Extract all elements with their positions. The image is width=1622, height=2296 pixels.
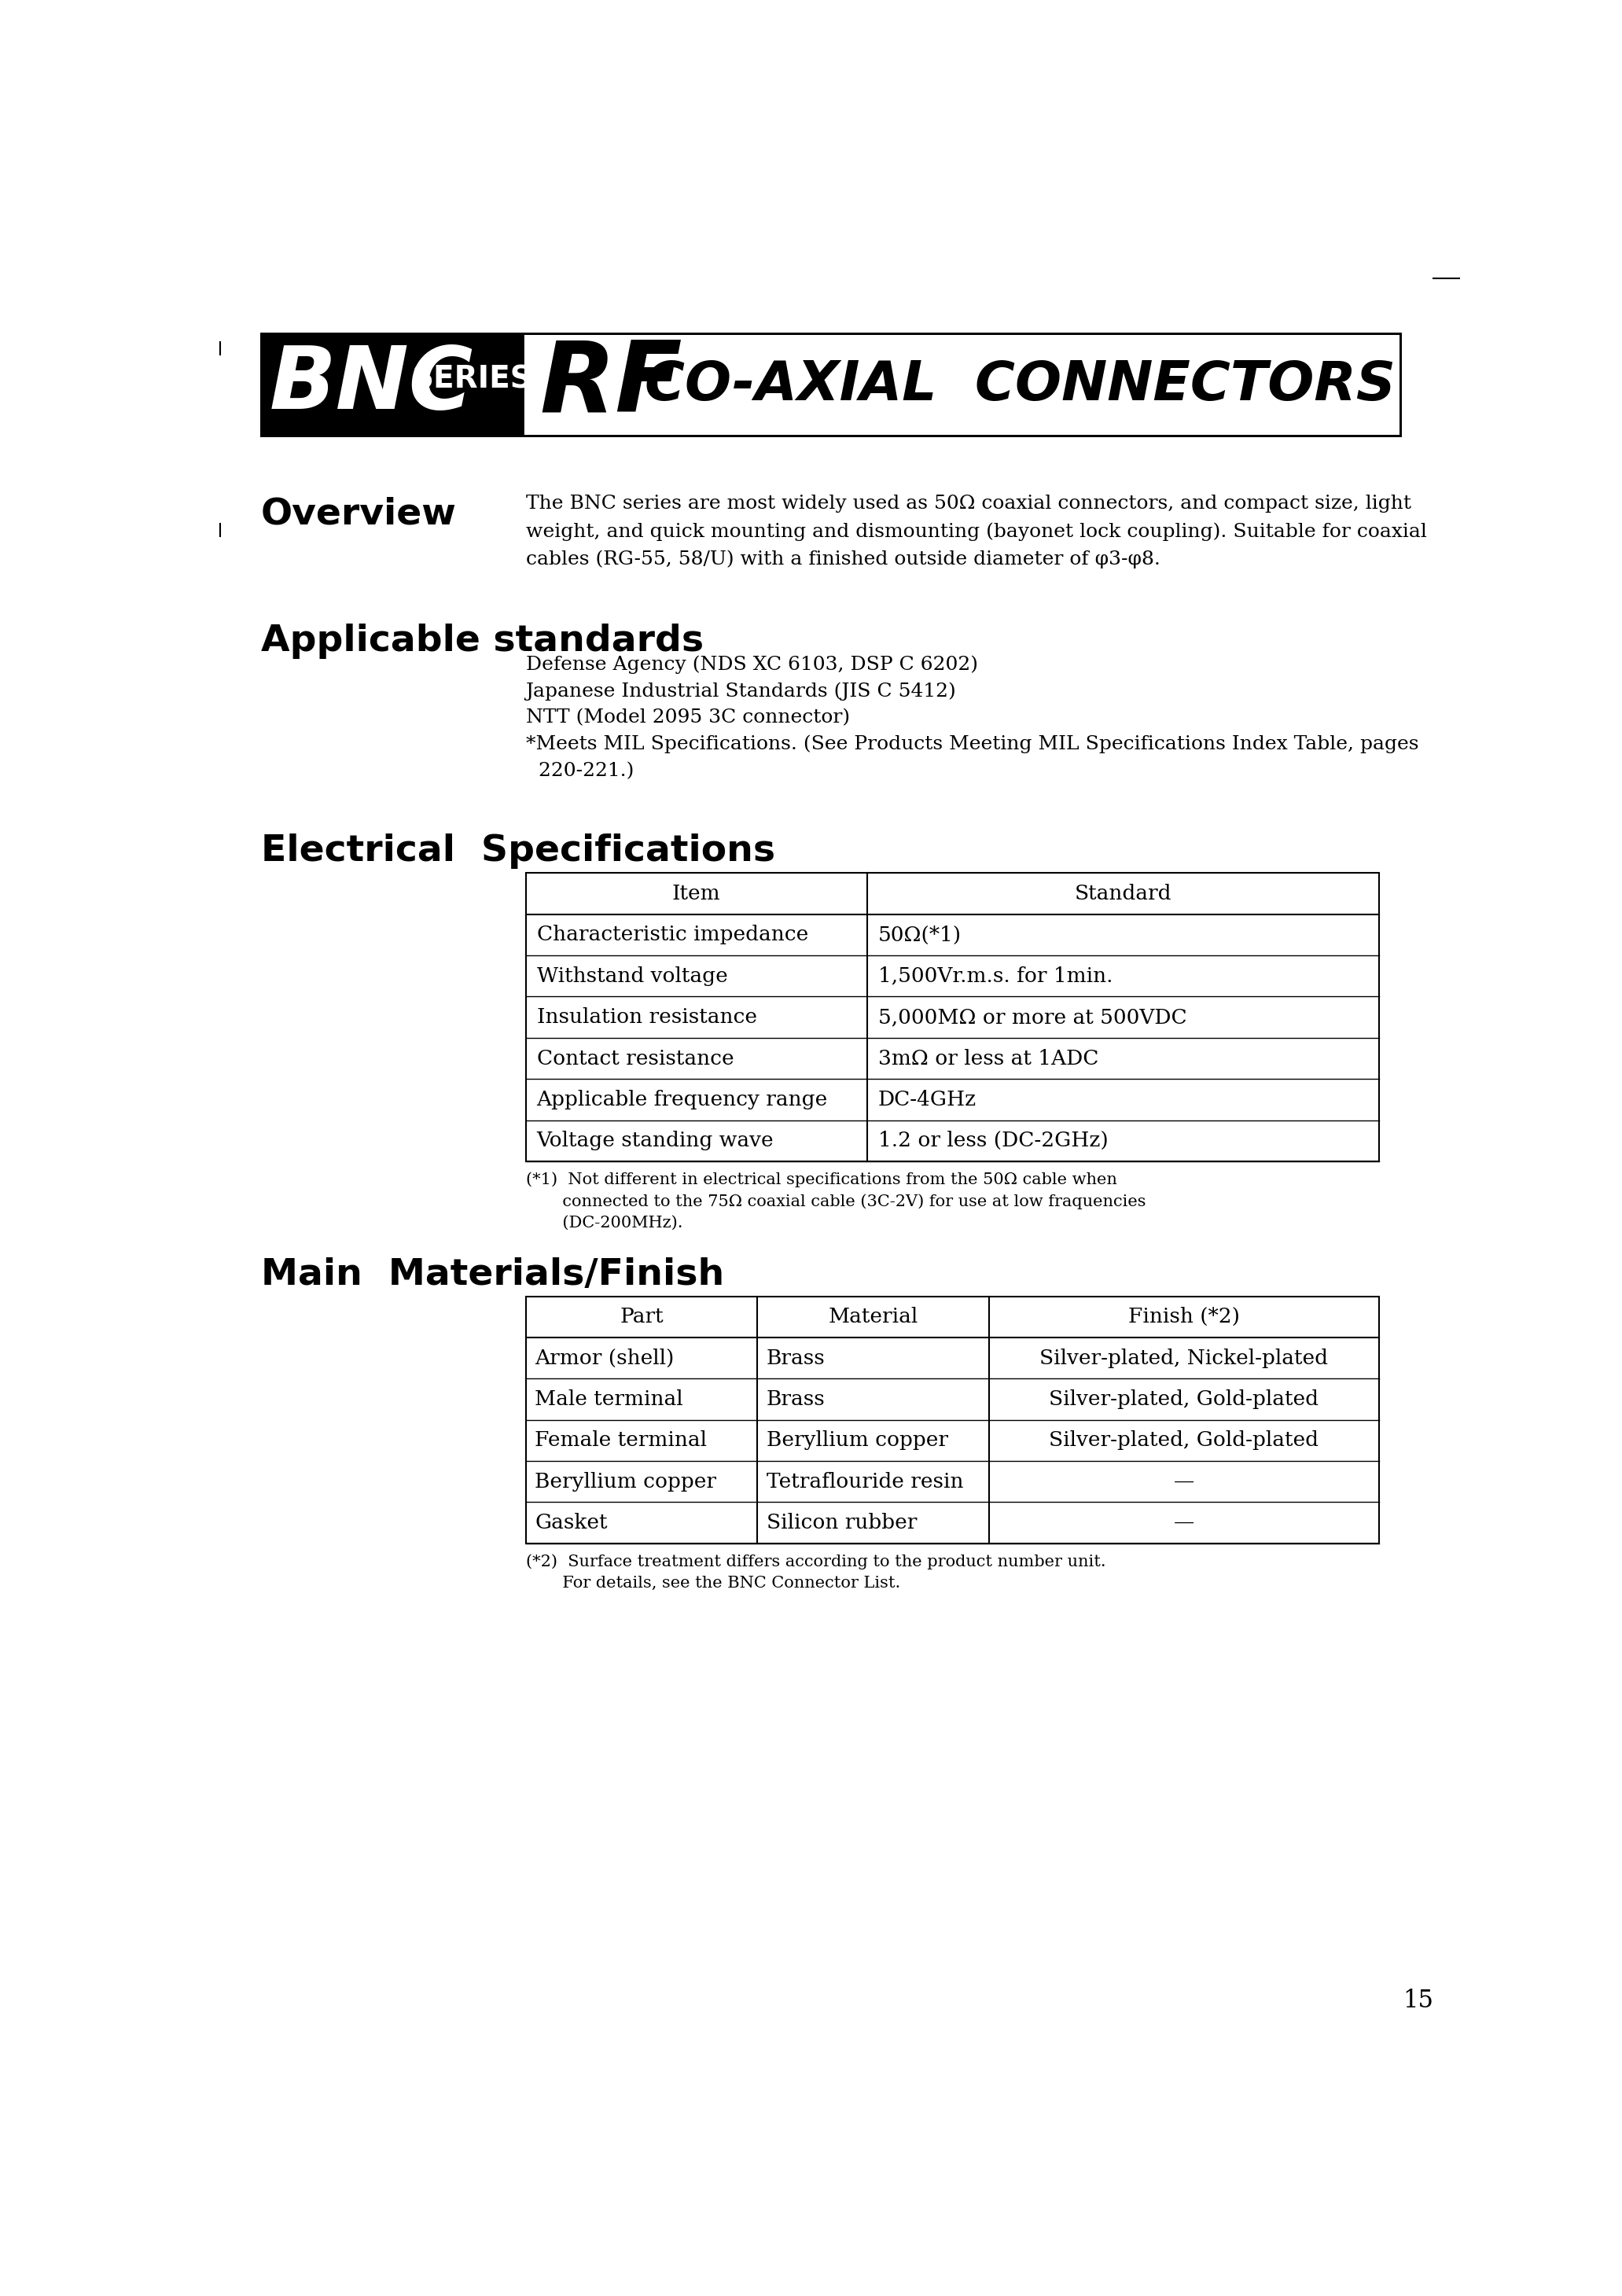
Text: Armor (shell): Armor (shell) (535, 1348, 675, 1368)
Text: Overview: Overview (261, 496, 456, 533)
Text: Withstand voltage: Withstand voltage (537, 967, 728, 985)
Text: CO-AXIAL  CONNECTORS: CO-AXIAL CONNECTORS (644, 358, 1395, 411)
Text: Item: Item (672, 884, 720, 905)
Text: Characteristic impedance: Characteristic impedance (537, 925, 808, 944)
Text: Beryllium copper: Beryllium copper (535, 1472, 717, 1492)
Text: Beryllium copper: Beryllium copper (766, 1430, 947, 1451)
Text: 3mΩ or less at 1ADC: 3mΩ or less at 1ADC (878, 1049, 1098, 1068)
Text: Male terminal: Male terminal (535, 1389, 683, 1410)
Text: Female terminal: Female terminal (535, 1430, 707, 1451)
Text: 1.2 or less (DC-2GHz): 1.2 or less (DC-2GHz) (878, 1132, 1108, 1150)
Bar (526, 872, 1379, 1162)
Bar (261, 333, 1400, 436)
Text: Material: Material (829, 1306, 918, 1327)
Text: Brass: Brass (766, 1348, 826, 1368)
Text: Gasket: Gasket (535, 1513, 608, 1534)
Text: SERIES: SERIES (412, 365, 532, 395)
Text: —: — (1173, 1513, 1194, 1534)
Text: Contact resistance: Contact resistance (537, 1049, 733, 1068)
Text: Silver-plated, Nickel-plated: Silver-plated, Nickel-plated (1040, 1348, 1328, 1368)
Text: Standard: Standard (1074, 884, 1171, 905)
Text: BNC: BNC (269, 342, 474, 427)
Text: (*2)  Surface treatment differs according to the product number unit.
       For: (*2) Surface treatment differs according… (526, 1554, 1106, 1591)
Text: Main  Materials/Finish: Main Materials/Finish (261, 1256, 723, 1293)
Text: NTT (Model 2095 3C connector): NTT (Model 2095 3C connector) (526, 709, 850, 726)
Text: RF: RF (540, 338, 683, 432)
Text: Silver-plated, Gold-plated: Silver-plated, Gold-plated (1049, 1430, 1319, 1451)
Bar (522, 333, 1400, 436)
Text: 5,000MΩ or more at 500VDC: 5,000MΩ or more at 500VDC (878, 1008, 1187, 1026)
Text: —: — (1173, 1472, 1194, 1492)
Text: Silicon rubber: Silicon rubber (766, 1513, 916, 1534)
Text: 15: 15 (1403, 1988, 1434, 2014)
Text: *Meets MIL Specifications. (See Products Meeting MIL Specifications Index Table,: *Meets MIL Specifications. (See Products… (526, 735, 1419, 753)
Text: DC-4GHz: DC-4GHz (878, 1091, 976, 1109)
Text: Tetraflouride resin: Tetraflouride resin (766, 1472, 963, 1492)
Text: Insulation resistance: Insulation resistance (537, 1008, 757, 1026)
Text: Electrical  Specifications: Electrical Specifications (261, 833, 775, 870)
Text: 1,500Vr.m.s. for 1min.: 1,500Vr.m.s. for 1min. (878, 967, 1113, 985)
Bar (526, 1297, 1379, 1543)
Text: The BNC series are most widely used as 50Ω coaxial connectors, and compact size,: The BNC series are most widely used as 5… (526, 494, 1427, 569)
Text: 220-221.): 220-221.) (526, 762, 634, 781)
Text: Silver-plated, Gold-plated: Silver-plated, Gold-plated (1049, 1389, 1319, 1410)
Text: 50Ω(*1): 50Ω(*1) (878, 925, 962, 944)
Text: Voltage standing wave: Voltage standing wave (537, 1132, 774, 1150)
Bar (261, 333, 522, 436)
Text: Applicable frequency range: Applicable frequency range (537, 1091, 827, 1109)
Text: Japanese Industrial Standards (JIS C 5412): Japanese Industrial Standards (JIS C 541… (526, 682, 957, 700)
Text: Part: Part (620, 1306, 663, 1327)
Text: Defense Agency (NDS XC 6103, DSP C 6202): Defense Agency (NDS XC 6103, DSP C 6202) (526, 654, 978, 673)
Text: Brass: Brass (766, 1389, 826, 1410)
Text: Applicable standards: Applicable standards (261, 625, 704, 659)
Text: Finish (*2): Finish (*2) (1127, 1306, 1239, 1327)
Text: (*1)  Not different in electrical specifications from the 50Ω cable when
       : (*1) Not different in electrical specifi… (526, 1173, 1145, 1231)
